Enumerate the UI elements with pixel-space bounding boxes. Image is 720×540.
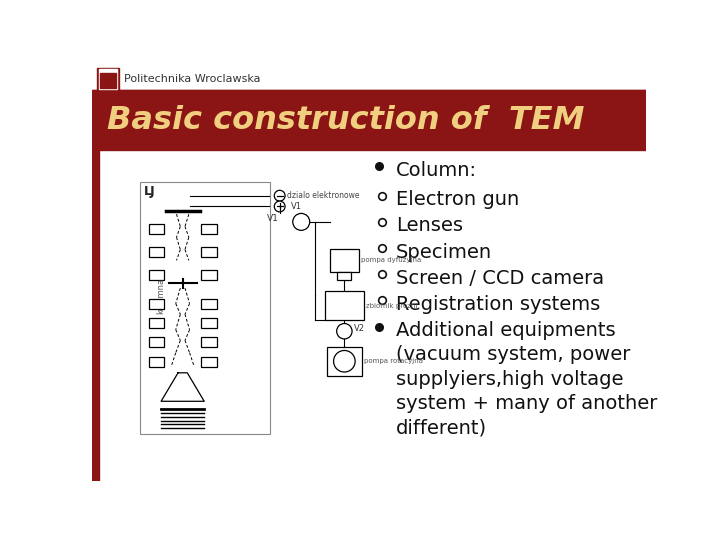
Text: Basic construction of  TEM: Basic construction of TEM — [107, 105, 585, 136]
Bar — [201, 299, 217, 309]
Text: Additional equipments
(vacuum system, power
supplyiers,high voltage
system + man: Additional equipments (vacuum system, po… — [396, 321, 657, 437]
Bar — [97, 68, 119, 91]
Text: V1: V1 — [267, 214, 279, 223]
Text: Electron gun: Electron gun — [396, 190, 519, 210]
Bar — [99, 150, 647, 481]
Bar — [201, 271, 217, 280]
Text: kolumna: kolumna — [157, 278, 166, 314]
Bar — [92, 150, 99, 481]
Text: Screen / CCD camera: Screen / CCD camera — [396, 269, 604, 288]
Bar — [327, 347, 361, 376]
Text: zbiornik prozni: zbiornik prozni — [366, 303, 418, 309]
Text: V1: V1 — [290, 202, 302, 211]
Text: Lenses: Lenses — [396, 217, 463, 235]
Bar — [92, 65, 647, 94]
Bar — [338, 272, 351, 280]
Bar — [201, 224, 217, 234]
Bar — [149, 318, 164, 328]
Bar — [330, 249, 359, 272]
Bar — [149, 224, 164, 234]
Text: pompa rotacyjna: pompa rotacyjna — [364, 358, 423, 365]
Bar — [149, 356, 164, 367]
Bar — [149, 271, 164, 280]
Bar — [100, 72, 116, 88]
Bar — [201, 247, 217, 257]
Bar — [201, 356, 217, 367]
Circle shape — [274, 201, 285, 212]
Text: Column:: Column: — [396, 161, 477, 180]
Text: pompa dyfuzyjna: pompa dyfuzyjna — [361, 258, 421, 264]
Circle shape — [333, 350, 355, 372]
Text: J: J — [150, 185, 154, 198]
Bar — [92, 90, 647, 150]
Bar — [201, 318, 217, 328]
Circle shape — [337, 323, 352, 339]
Text: Specimen: Specimen — [396, 242, 492, 262]
Bar — [149, 299, 164, 309]
Bar — [325, 291, 364, 320]
Bar — [149, 338, 164, 347]
Text: Politechnika Wroclawska: Politechnika Wroclawska — [124, 75, 261, 84]
Bar — [99, 70, 117, 90]
Text: dzialo elektronowe: dzialo elektronowe — [287, 191, 360, 200]
Text: Registration systems: Registration systems — [396, 295, 600, 314]
Bar — [140, 182, 271, 434]
Bar — [201, 338, 217, 347]
Circle shape — [293, 213, 310, 231]
Bar — [149, 247, 164, 257]
Text: V2: V2 — [354, 325, 364, 333]
Text: L: L — [143, 185, 151, 198]
Bar — [92, 90, 647, 94]
Circle shape — [274, 190, 285, 201]
